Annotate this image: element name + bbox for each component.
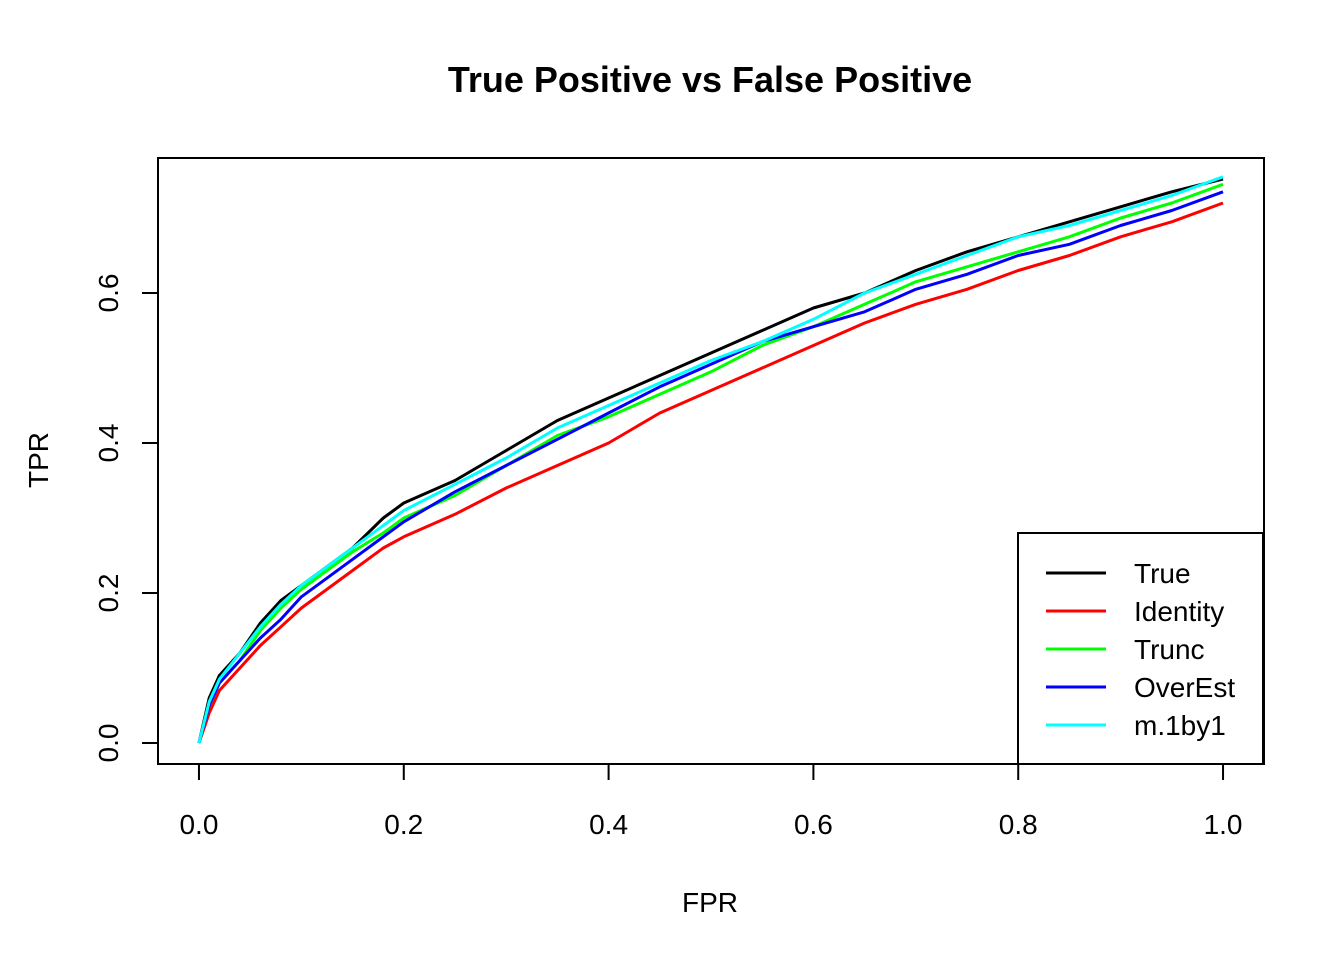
- y-tick-label: 0.6: [93, 274, 124, 313]
- x-tick-label: 0.2: [384, 809, 423, 840]
- y-tick-label: 0.4: [93, 424, 124, 463]
- x-tick-label: 0.4: [589, 809, 628, 840]
- series-layer: [197, 175, 1224, 744]
- series-line-identity: [197, 201, 1224, 744]
- x-axis: 0.0 0.2 0.4 0.6 0.8 1.0: [179, 763, 1243, 840]
- series-line-overest: [197, 190, 1224, 744]
- legend-label: m.1by1: [1134, 710, 1226, 741]
- series-line-trunc: [197, 182, 1224, 744]
- chart-title: True Positive vs False Positive: [448, 59, 972, 100]
- y-tick-label: 0.2: [93, 574, 124, 613]
- legend-label: Trunc: [1134, 634, 1205, 665]
- x-tick-label: 0.0: [179, 809, 218, 840]
- legend-label: OverEst: [1134, 672, 1235, 703]
- x-tick-label: 0.6: [794, 809, 833, 840]
- series-line-m-1by1: [197, 175, 1224, 744]
- x-tick-label: 0.8: [999, 809, 1038, 840]
- y-axis: 0.0 0.2 0.4 0.6: [93, 274, 159, 763]
- y-axis-title: TPR: [23, 432, 54, 488]
- y-tick-label: 0.0: [93, 724, 124, 763]
- legend: True Identity Trunc OverEst m.1by1: [1017, 532, 1264, 765]
- x-tick-label: 1.0: [1204, 809, 1243, 840]
- legend-label: True: [1134, 558, 1191, 589]
- legend-label: Identity: [1134, 596, 1224, 627]
- x-axis-title: FPR: [682, 887, 738, 918]
